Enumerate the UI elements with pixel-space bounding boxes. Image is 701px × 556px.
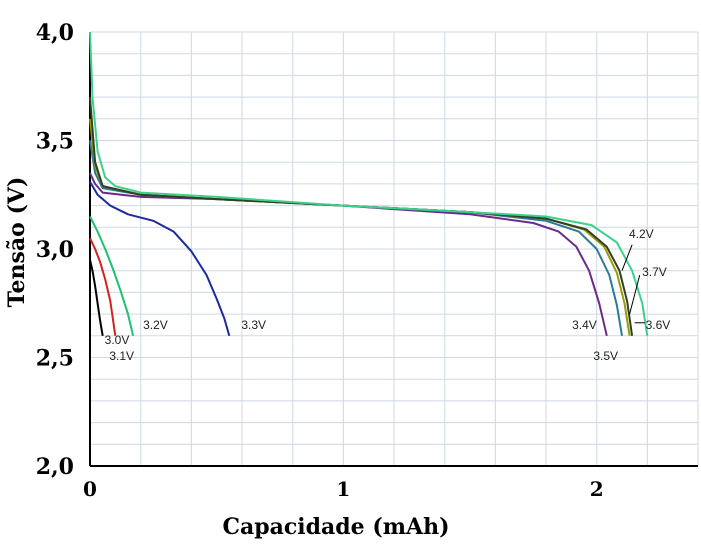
series-line-4-2v	[89, 31, 649, 336]
x-tick-label: 0	[83, 477, 97, 501]
grid	[89, 31, 699, 467]
curve-label: 3.6V	[646, 318, 671, 332]
x-tick-label: 1	[336, 477, 350, 501]
series-line-3-1v	[89, 237, 117, 336]
x-axis-title: Capacidade (mAh)	[223, 514, 450, 540]
tick-labels: 2,0 2,5 3,0 3,5 4,0 0 1 2	[36, 20, 604, 501]
series-line-3-0v	[89, 259, 104, 336]
label-leader-line	[629, 274, 641, 315]
curve-label: 3.5V	[593, 349, 618, 363]
y-axis-title: Tensão (V)	[4, 177, 30, 308]
curve-label: 3.2V	[143, 318, 168, 332]
curve-labels: 3.0V 3.1V 3.2V 3.3V 3.4V 3.5V 3.6V 3.7V 4.2V	[105, 227, 671, 363]
y-tick-label: 3,5	[36, 129, 74, 155]
y-tick-label: 2,5	[36, 346, 74, 372]
series-line-3-5v	[89, 140, 623, 336]
series-line-3-3v	[89, 181, 231, 337]
curve-label: 3.7V	[642, 265, 667, 279]
series-line-3-2v	[89, 216, 135, 337]
y-tick-label: 2,0	[36, 454, 74, 480]
x-tick-label: 2	[590, 477, 604, 501]
y-tick-label: 4,0	[36, 20, 74, 46]
label-leader-line	[621, 244, 633, 271]
curve-label: 4.2V	[629, 227, 654, 241]
series-line-3-4v	[89, 172, 608, 337]
curve-label: 3.1V	[109, 349, 134, 363]
curve-label: 3.0V	[105, 333, 130, 347]
curve-label: 3.4V	[572, 318, 597, 332]
series-group	[89, 31, 649, 337]
curve-label: 3.3V	[241, 318, 266, 332]
y-tick-label: 3,0	[36, 237, 74, 263]
